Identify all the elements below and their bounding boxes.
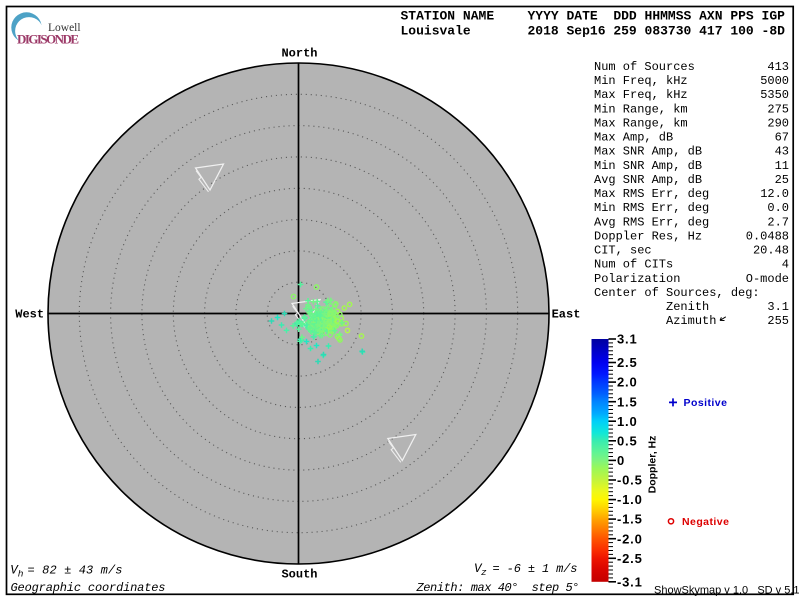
svg-text:East: East (552, 308, 581, 322)
svg-text:2018 Sep16 259 083730 417 100: 2018 Sep16 259 083730 417 100 -8D (528, 24, 786, 39)
svg-text:= 82 ± 43 m/s: = 82 ± 43 m/s (28, 564, 123, 578)
svg-text:Azimuth: Azimuth (594, 314, 716, 328)
svg-text:2.7: 2.7 (767, 215, 789, 229)
svg-text:-3.1: -3.1 (617, 574, 643, 589)
svg-text:West: West (15, 308, 44, 322)
svg-text:Num of CITs: Num of CITs (594, 258, 673, 272)
svg-text:STATION NAME: STATION NAME (401, 9, 495, 24)
svg-text:2.5: 2.5 (617, 355, 637, 370)
svg-text:Lowell: Lowell (48, 22, 81, 34)
svg-text:11: 11 (775, 159, 789, 173)
svg-text:Zenith: Zenith (594, 300, 709, 314)
svg-text:0.5: 0.5 (617, 433, 637, 448)
svg-text:Doppler Res, Hz: Doppler Res, Hz (594, 229, 702, 243)
svg-text:Max Range, km: Max Range, km (594, 117, 688, 131)
svg-text:h: h (18, 569, 24, 580)
svg-text:0: 0 (617, 453, 625, 468)
svg-text:CIT, sec: CIT, sec (594, 244, 652, 258)
svg-text:North: North (281, 47, 317, 61)
svg-text:Avg SNR Amp, dB: Avg SNR Amp, dB (594, 173, 702, 187)
svg-text:Louisvale: Louisvale (401, 24, 471, 39)
svg-text:43: 43 (775, 145, 789, 159)
svg-text:V: V (474, 562, 483, 576)
svg-text:Center of Sources, deg:: Center of Sources, deg: (594, 286, 760, 300)
svg-text:= -6 ± 1 m/s: = -6 ± 1 m/s (493, 562, 578, 576)
svg-text:Avg RMS Err, deg: Avg RMS Err, deg (594, 215, 709, 229)
svg-text:Doppler, Hz: Doppler, Hz (647, 436, 659, 494)
svg-text:Geographic coordinates: Geographic coordinates (11, 581, 166, 595)
svg-text:V: V (10, 564, 19, 578)
svg-text:Max Freq, kHz: Max Freq, kHz (594, 88, 688, 102)
svg-text:-0.5: -0.5 (617, 473, 643, 488)
svg-text:Max Amp, dB: Max Amp, dB (594, 131, 673, 145)
svg-text:-2.0: -2.0 (617, 531, 643, 546)
svg-text:Polarization: Polarization (594, 272, 680, 286)
svg-text:Positive: Positive (684, 397, 728, 409)
svg-text:O-mode: O-mode (746, 272, 789, 286)
svg-text:0.0488: 0.0488 (746, 229, 789, 243)
svg-text:275: 275 (767, 102, 789, 116)
svg-text:5350: 5350 (760, 88, 789, 102)
svg-text:255: 255 (767, 314, 789, 328)
svg-text:Max RMS Err, deg: Max RMS Err, deg (594, 187, 709, 201)
svg-text:67: 67 (775, 131, 789, 145)
svg-text:20.48: 20.48 (753, 244, 789, 258)
svg-text:-1.0: -1.0 (617, 492, 643, 507)
svg-text:5000: 5000 (760, 74, 789, 88)
svg-text:2.0: 2.0 (617, 375, 637, 390)
svg-text:3.1: 3.1 (617, 332, 637, 347)
svg-text:Num of Sources: Num of Sources (594, 60, 695, 74)
svg-text:413: 413 (767, 60, 789, 74)
svg-text:DIGISONDE: DIGISONDE (17, 31, 79, 46)
svg-text:-1.5: -1.5 (617, 512, 643, 527)
svg-text:Min Freq, kHz: Min Freq, kHz (594, 74, 688, 88)
svg-text:3.1: 3.1 (767, 300, 789, 314)
svg-text:ShowSkymap v 1.0 SD v 5.1: ShowSkymap v 1.0 SD v 5.1 (654, 584, 800, 596)
svg-text:0.0: 0.0 (767, 201, 789, 215)
svg-text:-2.5: -2.5 (617, 551, 643, 566)
svg-text:Negative: Negative (682, 516, 729, 528)
svg-text:290: 290 (767, 117, 789, 131)
svg-text:Zenith: max 40° step 5°: Zenith: max 40° step 5° (416, 581, 580, 595)
svg-text:YYYY DATE DDD HHMMSS AXN PPS: YYYY DATE DDD HHMMSS AXN PPS IGP (528, 9, 786, 24)
svg-text:Min Range, km: Min Range, km (594, 102, 688, 116)
svg-text:1.5: 1.5 (617, 394, 637, 409)
svg-text:Max SNR Amp, dB: Max SNR Amp, dB (594, 145, 702, 159)
svg-text:1.0: 1.0 (617, 414, 637, 429)
svg-text:Min SNR Amp, dB: Min SNR Amp, dB (594, 159, 702, 173)
svg-text:z: z (481, 567, 487, 578)
svg-text:25: 25 (775, 173, 789, 187)
svg-text:Min RMS Err, deg: Min RMS Err, deg (594, 201, 709, 215)
svg-text:12.0: 12.0 (760, 187, 789, 201)
svg-text:South: South (281, 568, 317, 582)
svg-text:4: 4 (782, 258, 789, 272)
